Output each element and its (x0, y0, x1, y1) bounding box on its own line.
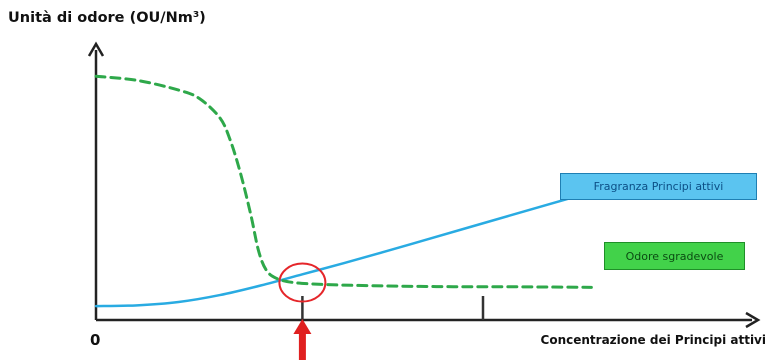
origin-tick-label: 0 (90, 331, 101, 349)
series-line-odore-sgradevole (94, 74, 593, 289)
x-axis-label: Concentrazione dei Principi attivi (540, 333, 766, 347)
legend-fragranza: Fragranza Principi attivi (560, 173, 757, 200)
y-axis-arrowhead (87, 41, 105, 57)
legend-odore: Odore sgradevole (604, 242, 745, 270)
threshold-arrow-head (293, 319, 312, 334)
y-axis-label: Unità di odore (OU/Nm³) (8, 10, 206, 26)
x-axis-arrowhead (745, 311, 761, 329)
intersection-circle (278, 262, 327, 303)
threshold-arrow-shaft (298, 333, 306, 360)
series-line-fragranza (94, 190, 593, 308)
